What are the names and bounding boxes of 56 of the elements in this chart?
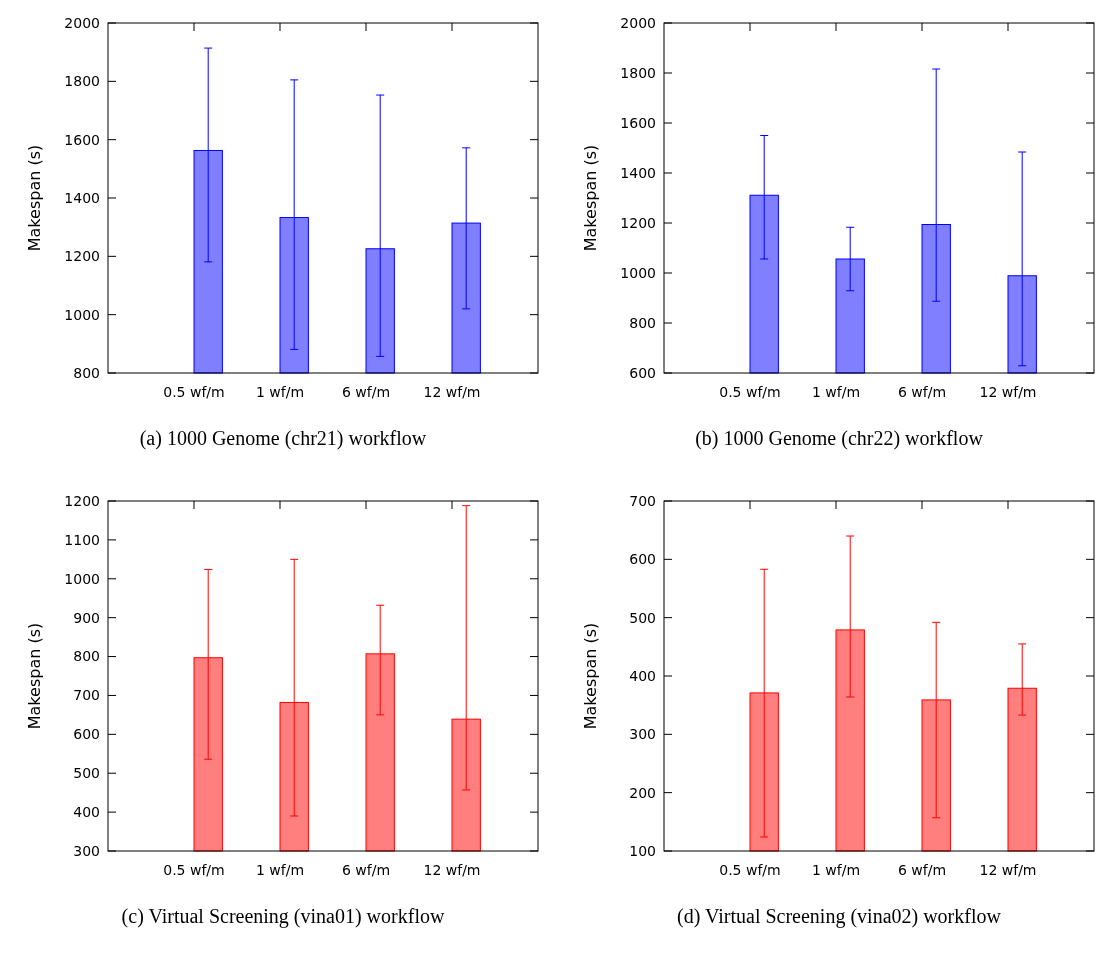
y-tick-label: 1600 <box>64 131 100 148</box>
y-axis-title: Makespan (s) <box>25 622 44 730</box>
y-tick-label: 600 <box>73 726 100 743</box>
text: (b) 1000 Genome (chr22) workflow <box>695 427 984 450</box>
y-tick-label: 1600 <box>620 114 656 131</box>
x-tick-label: 12 wf/m <box>423 862 481 878</box>
x-tick-label: 0.5 wf/m <box>163 384 225 400</box>
y-tick-label: 1000 <box>64 570 100 587</box>
x-tick-label: 0.5 wf/m <box>719 862 781 878</box>
x-tick-label: 1 wf/m <box>255 862 305 878</box>
y-tick-label: 2000 <box>620 14 656 31</box>
y-tick-label: 600 <box>629 551 656 568</box>
x-tick-label: 6 wf/m <box>897 862 947 878</box>
y-tick-label: 500 <box>73 765 100 782</box>
y-axis-title: Makespan (s) <box>581 622 600 730</box>
y-tick-label: 800 <box>73 648 100 665</box>
y-tick-label: 1200 <box>64 492 100 509</box>
y-tick-label: 1800 <box>64 73 100 90</box>
y-tick-label: 300 <box>629 726 656 743</box>
y-tick-label: 700 <box>629 492 656 509</box>
x-tick-label: 1 wf/m <box>255 384 305 400</box>
y-tick-label: 200 <box>629 784 656 801</box>
x-tick-label: 12 wf/m <box>423 384 481 400</box>
x-tick-label: 0.5 wf/m <box>719 384 781 400</box>
y-tick-label: 400 <box>629 667 656 684</box>
x-tick-label: 6 wf/m <box>341 384 391 400</box>
x-tick-label: 12 wf/m <box>979 862 1037 878</box>
text: (c) Virtual Screening (vina01) workflow <box>121 905 445 928</box>
y-tick-label: 1100 <box>64 531 100 548</box>
y-tick-label: 800 <box>73 364 100 381</box>
y-tick-label: 2000 <box>64 14 100 31</box>
text: (d) Virtual Screening (vina02) workflow <box>677 905 1002 928</box>
y-tick-label: 900 <box>73 609 100 626</box>
x-tick-label: 6 wf/m <box>341 862 391 878</box>
y-tick-label: 300 <box>73 842 100 859</box>
y-axis-title: Makespan (s) <box>581 144 600 252</box>
y-tick-label: 400 <box>73 804 100 821</box>
y-tick-label: 1400 <box>620 164 656 181</box>
x-tick-label: 12 wf/m <box>979 384 1037 400</box>
y-tick-label: 500 <box>629 609 656 626</box>
y-axis-title: Makespan (s) <box>25 144 44 252</box>
text: (a) 1000 Genome (chr21) workflow <box>139 427 427 450</box>
y-tick-label: 600 <box>629 364 656 381</box>
y-tick-label: 1800 <box>620 64 656 81</box>
y-tick-label: 1000 <box>620 264 656 281</box>
y-tick-label: 800 <box>629 314 656 331</box>
y-tick-label: 1400 <box>64 189 100 206</box>
y-tick-label: 700 <box>73 687 100 704</box>
y-tick-label: 100 <box>629 842 656 859</box>
y-tick-label: 1200 <box>64 248 100 265</box>
y-tick-label: 1000 <box>64 306 100 323</box>
x-tick-label: 0.5 wf/m <box>163 862 225 878</box>
x-tick-label: 1 wf/m <box>811 384 861 400</box>
y-tick-label: 1200 <box>620 214 656 231</box>
x-tick-label: 1 wf/m <box>811 862 861 878</box>
x-tick-label: 6 wf/m <box>897 384 947 400</box>
